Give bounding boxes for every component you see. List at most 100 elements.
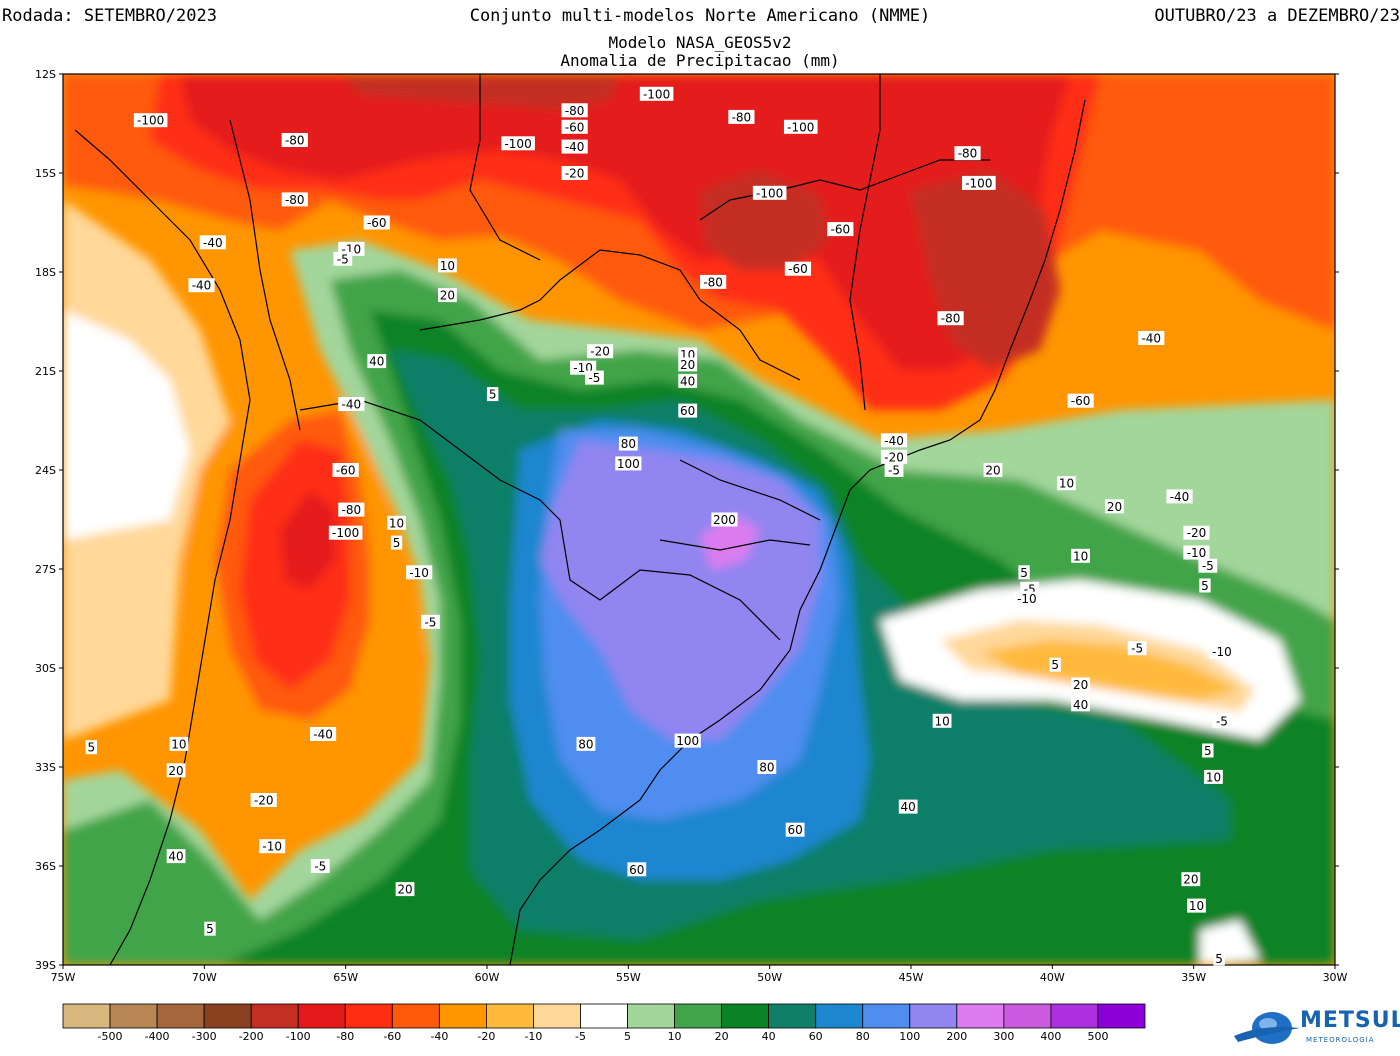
contour-label-text: 10 [1059, 477, 1074, 491]
dry-zone-100 [180, 74, 1070, 370]
contour-label-text: 80 [759, 761, 774, 775]
colorbar-swatch [862, 1003, 911, 1029]
colorbar-swatch [1097, 1003, 1146, 1029]
contour-label: 10 [1204, 769, 1223, 784]
contour-label-text: 60 [680, 404, 695, 418]
center-border [419, 249, 801, 381]
contour-label: -5 [884, 463, 904, 478]
contour-label-bg [884, 463, 904, 477]
contour-label-text: 10 [1189, 899, 1204, 913]
contour-label-text: 40 [168, 850, 183, 864]
contour-label: 200 [711, 512, 738, 527]
colorbar-swatch [627, 1003, 675, 1029]
contour-label-bg [1166, 489, 1193, 504]
colorbar-swatch [580, 1003, 628, 1029]
contour-label-bg [585, 370, 604, 385]
contour-label-bg [259, 839, 286, 854]
contour-label: 10 [1057, 476, 1076, 491]
lat-label: 33S [35, 761, 56, 774]
contour-label-text: -20 [254, 794, 274, 808]
contour-label: 5 [1018, 565, 1030, 580]
contour-label-text: -40 [342, 398, 362, 412]
contour-label: -80 [700, 274, 727, 289]
contour-label-text: 5 [1051, 658, 1059, 672]
contour-label-text: -5 [337, 252, 349, 266]
contour-label: -10 [1013, 591, 1040, 606]
contour-label-text: -20 [1187, 526, 1207, 540]
contour-label-bg [1198, 558, 1218, 573]
colorbar-tick-label: -400 [145, 1030, 170, 1043]
contour-label-bg [937, 311, 964, 326]
contour-label: 60 [785, 822, 805, 837]
contour-label-text: 10 [1073, 549, 1088, 563]
contour-label-text: 200 [713, 513, 736, 527]
contour-label-text: 10 [440, 259, 455, 273]
anomaly-field [63, 74, 1335, 965]
contour-label-text: 40 [369, 355, 384, 369]
contour-label: 40 [898, 799, 918, 814]
contour-label-text: 5 [87, 741, 95, 755]
contour-label: -40 [188, 278, 215, 293]
andes-border [229, 119, 301, 431]
contour-label-text: -80 [703, 275, 723, 289]
contour-label: 5 [1213, 951, 1225, 966]
colorbar-tick-label: -40 [430, 1030, 448, 1043]
contour-label-bg [166, 849, 186, 864]
west-white [63, 310, 190, 540]
colorbar-swatch [297, 1003, 346, 1029]
colorbar-tick-label: 5 [624, 1030, 631, 1043]
contour-label: 10 [387, 515, 406, 530]
contour-label: 20 [1071, 677, 1090, 692]
contour-label-text: -100 [332, 526, 359, 540]
contour-label-bg [1071, 548, 1090, 563]
colorbar-tick-label: -300 [192, 1030, 217, 1043]
contour-label-bg [1105, 499, 1124, 514]
contour-label-text: 5 [1020, 566, 1028, 580]
contour-label: -20 [1183, 525, 1210, 540]
colorbar-swatch [768, 1003, 817, 1029]
contour-label-text: -60 [831, 223, 851, 237]
colorbar-swatch [391, 1003, 440, 1029]
contour-label: 10 [932, 713, 952, 728]
contour-label: 80 [757, 760, 777, 775]
contour-label: 10 [1187, 898, 1206, 913]
contour-label: -100 [962, 175, 996, 190]
lat-label: 18S [35, 266, 56, 279]
colorbar-tick-label: -10 [524, 1030, 542, 1043]
contour-label-text: -60 [1071, 394, 1091, 408]
contour-label-text: -80 [732, 110, 752, 124]
contour-label-bg [486, 387, 499, 402]
colorbar-swatch [109, 1003, 158, 1029]
state-border-3 [699, 159, 990, 221]
contour-label: -20 [250, 793, 277, 808]
contour-label-bg [674, 733, 701, 748]
contour-label-bg [1213, 951, 1225, 966]
contour-label-bg [1183, 525, 1210, 540]
contour-label-text: -60 [788, 262, 808, 276]
contour-label: -10 [259, 839, 286, 854]
contour-label-bg [1212, 713, 1232, 728]
contour-label-text: 20 [680, 358, 695, 372]
contour-label: 5 [1199, 578, 1211, 593]
colorbar-tick-label: -200 [239, 1030, 264, 1043]
contour-label-bg [338, 397, 365, 411]
contour-label: 20 [1105, 499, 1124, 514]
contour-label-text: 10 [1206, 770, 1221, 784]
contour-label: -40 [880, 433, 908, 448]
contour-label-text: -20 [590, 345, 610, 359]
contour-label-bg [333, 251, 353, 266]
lon-label: 65W [333, 971, 358, 984]
contour-label-bg [169, 736, 189, 751]
colorbar-swatch [344, 1003, 393, 1029]
contour-label-text: 60 [629, 863, 644, 877]
colorbar-tick-label: -80 [336, 1030, 354, 1043]
contour-label: -60 [1067, 393, 1094, 408]
colorbar-swatch [956, 1003, 1005, 1029]
contour-label-text: 5 [1204, 744, 1212, 758]
contour-label-text: 20 [985, 464, 1000, 478]
lon-label: 40W [1040, 971, 1065, 984]
contour-label-text: -5 [588, 371, 600, 385]
contour-label-text: 5 [206, 922, 214, 936]
plot-frame [62, 73, 1336, 966]
